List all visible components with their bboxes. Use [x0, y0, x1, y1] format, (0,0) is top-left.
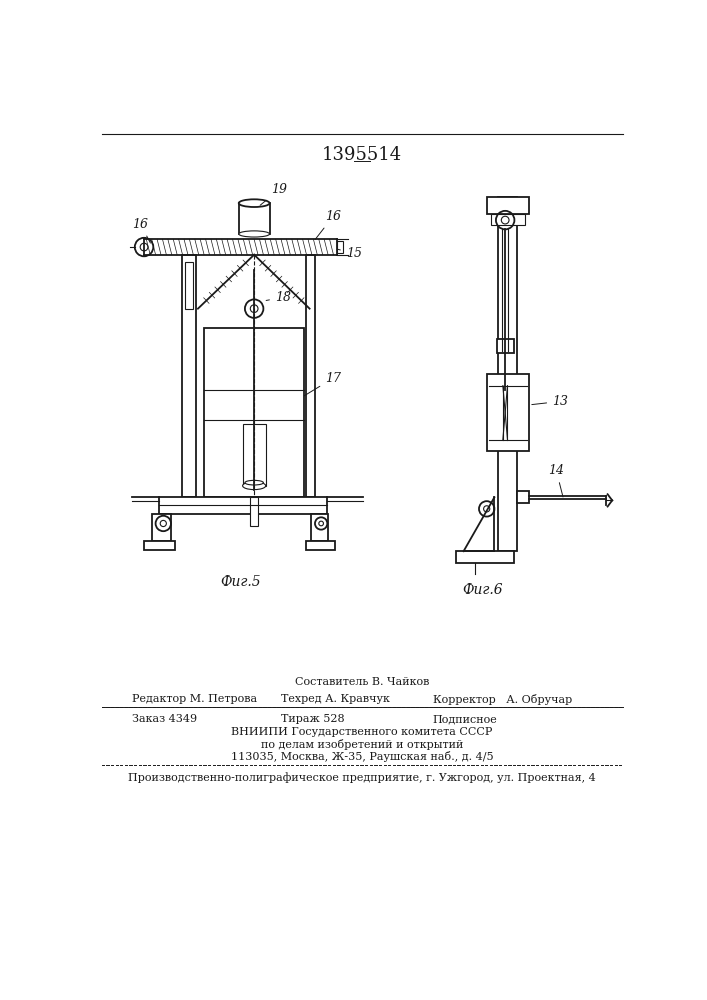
Text: 15: 15 [338, 247, 362, 260]
Text: Заказ 4349: Заказ 4349 [132, 714, 198, 724]
Text: 1395514: 1395514 [322, 146, 402, 164]
Ellipse shape [239, 231, 269, 237]
Bar [491, 214, 525, 225]
Bar [337, 241, 343, 253]
Text: 17: 17 [304, 372, 341, 396]
Bar [518, 491, 529, 503]
Bar [250, 497, 258, 526]
Bar [486, 197, 529, 214]
Bar [311, 514, 328, 541]
Text: ВНИИПИ Государственного комитета СССР: ВНИИПИ Государственного комитета СССР [231, 727, 493, 737]
Bar [185, 262, 192, 309]
Bar [160, 497, 327, 514]
Bar [239, 203, 269, 234]
Text: Редактор М. Петрова: Редактор М. Петрова [132, 694, 257, 704]
Text: Фиг.6: Фиг.6 [462, 583, 503, 597]
Text: 19: 19 [260, 183, 287, 205]
Bar [152, 514, 171, 541]
Text: 113035, Москва, Ж-35, Раушская наб., д. 4/5: 113035, Москва, Ж-35, Раушская наб., д. … [230, 751, 493, 762]
Text: 18: 18 [266, 291, 291, 304]
Bar [498, 339, 515, 353]
Text: Тираж 528: Тираж 528 [281, 714, 345, 724]
Ellipse shape [243, 482, 266, 490]
Bar [243, 424, 266, 486]
Ellipse shape [239, 199, 269, 207]
Text: Подписное: Подписное [433, 714, 498, 724]
Ellipse shape [245, 480, 264, 485]
Bar [486, 374, 529, 451]
Bar [144, 541, 175, 550]
Bar [204, 328, 304, 497]
Bar [456, 551, 514, 563]
Text: Составитель В. Чайков: Составитель В. Чайков [295, 677, 429, 687]
Text: Фиг.5: Фиг.5 [220, 575, 261, 589]
Text: Корректор   А. Обручар: Корректор А. Обручар [433, 694, 572, 705]
Bar [182, 255, 196, 497]
Text: Производственно-полиграфическое предприятие, г. Ужгород, ул. Проектная, 4: Производственно-полиграфическое предприя… [128, 772, 596, 783]
Text: 16: 16 [132, 218, 151, 243]
Bar [498, 197, 518, 551]
Text: 13: 13 [532, 395, 568, 408]
Text: 14: 14 [549, 464, 564, 497]
Text: Техред А. Кравчук: Техред А. Кравчук [281, 694, 390, 704]
Bar [305, 255, 315, 497]
Bar [305, 541, 335, 550]
Text: 16: 16 [315, 210, 341, 239]
Text: по делам изобретений и открытий: по делам изобретений и открытий [261, 739, 463, 750]
